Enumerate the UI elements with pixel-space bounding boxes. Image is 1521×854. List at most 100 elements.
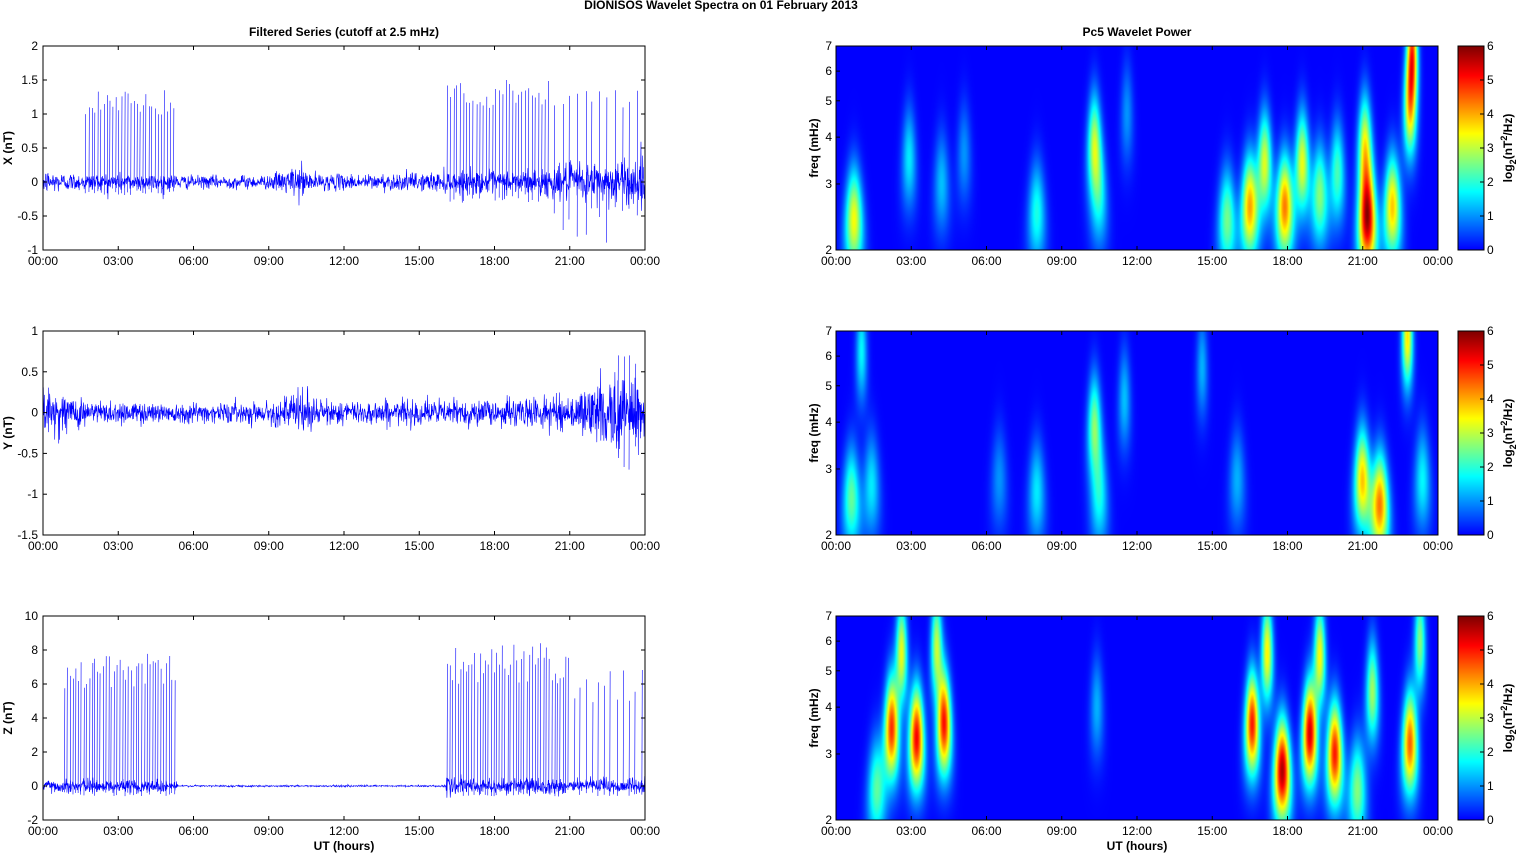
y-tick-label: 0 xyxy=(31,779,38,793)
x-tick-label: 06:00 xyxy=(971,254,1001,268)
colorbar-tick-label: 2 xyxy=(1487,175,1494,189)
x-tick-label: 00:00 xyxy=(28,824,58,838)
y-tick-label: 6 xyxy=(31,677,38,691)
y-tick-label: 3 xyxy=(825,177,832,191)
y-tick-label: 0.5 xyxy=(21,141,38,155)
x-tick-label: 00:00 xyxy=(1423,824,1453,838)
x-tick-label: 18:00 xyxy=(1272,539,1302,553)
x-tick-label: 18:00 xyxy=(479,824,509,838)
colorbar-tick-label: 0 xyxy=(1487,243,1494,257)
spectrogram-image xyxy=(836,331,1438,535)
colorbar-tick-label: 1 xyxy=(1487,779,1494,793)
y-tick-label: 4 xyxy=(31,711,38,725)
x-tick-label: 06:00 xyxy=(178,539,208,553)
wavelet-power-z: 2 3 4 5 6 7 00:00 03:00 06:00 09:00 12:00 15:00 18:0… xyxy=(807,609,1518,853)
y-tick-label: 4 xyxy=(825,700,832,714)
colorbar-tick-label: 6 xyxy=(1487,609,1494,623)
colorbar-tick-label: 3 xyxy=(1487,711,1494,725)
y-tick-label: 1 xyxy=(31,324,38,338)
series-line xyxy=(42,774,646,798)
x-tick-label: 00:00 xyxy=(1423,254,1453,268)
y-tick-label: 5 xyxy=(825,94,832,108)
y-tick-label: 6 xyxy=(825,64,832,78)
figure-suptitle: DIONISOS Wavelet Spectra on 01 February … xyxy=(584,0,858,12)
y-axis-label: freq (mHz) xyxy=(807,688,821,747)
colorbar-tick-label: 5 xyxy=(1487,358,1494,372)
colorbar-tick-label: 4 xyxy=(1487,392,1494,406)
colorbar-gradient xyxy=(1458,46,1484,250)
colorbar-tick-label: 6 xyxy=(1487,324,1494,338)
y-axis-label: freq (mHz) xyxy=(807,403,821,462)
x-tick-label: 00:00 xyxy=(630,254,660,268)
x-tick-label: 12:00 xyxy=(1122,254,1152,268)
y-tick-label: 0.5 xyxy=(21,365,38,379)
y-tick-label: 6 xyxy=(825,634,832,648)
y-tick-label: 2 xyxy=(825,243,832,257)
colorbar: 0 1 2 3 4 5 6 log2(nT2/Hz) xyxy=(1457,609,1518,827)
y-tick-label: 4 xyxy=(825,130,832,144)
x-tick-label: 18:00 xyxy=(1272,254,1302,268)
x-tick-label: 06:00 xyxy=(971,824,1001,838)
time-series-y: -1.5 -1 -0.5 0 0.5 1 00:00 03:00 06:00 09:00 12:00… xyxy=(1,324,660,553)
left-column-title: Filtered Series (cutoff at 2.5 mHz) xyxy=(249,25,439,39)
spectrogram-image xyxy=(836,46,1438,250)
colorbar-label: log2(nT2/Hz) xyxy=(1499,114,1518,183)
colorbar-tick-label: 5 xyxy=(1487,73,1494,87)
x-tick-label: 09:00 xyxy=(254,824,284,838)
colorbar-tick-label: 3 xyxy=(1487,426,1494,440)
colorbar-gradient xyxy=(1458,616,1484,820)
y-tick-label: -1 xyxy=(27,487,38,501)
colorbar-tick-label: 0 xyxy=(1487,528,1494,542)
y-tick-label: 7 xyxy=(825,39,832,53)
x-tick-label: 00:00 xyxy=(28,254,58,268)
y-axis-label: Y (nT) xyxy=(1,416,15,450)
x-tick-label: 12:00 xyxy=(329,254,359,268)
x-tick-label: 09:00 xyxy=(1047,254,1077,268)
y-tick-label: 10 xyxy=(25,609,39,623)
y-tick-label: 2 xyxy=(31,39,38,53)
colorbar: 0 1 2 3 4 5 6 log2(nT2/Hz) xyxy=(1457,39,1518,257)
y-axis-label: X (nT) xyxy=(1,131,15,165)
colorbar-tick-label: 2 xyxy=(1487,745,1494,759)
x-tick-label: 21:00 xyxy=(555,824,585,838)
x-tick-label: 15:00 xyxy=(404,824,434,838)
y-axis-label: Z (nT) xyxy=(1,701,15,734)
x-tick-label: 21:00 xyxy=(1348,539,1378,553)
y-tick-label: 0 xyxy=(31,406,38,420)
x-tick-label: 21:00 xyxy=(1348,824,1378,838)
x-tick-label: 03:00 xyxy=(896,254,926,268)
x-tick-label: 00:00 xyxy=(630,539,660,553)
y-tick-label: -1.5 xyxy=(17,528,38,542)
x-tick-label: 12:00 xyxy=(1122,539,1152,553)
colorbar-gradient xyxy=(1458,331,1484,535)
y-axis-label: freq (mHz) xyxy=(807,118,821,177)
y-tick-label: 5 xyxy=(825,664,832,678)
colorbar-label: log2(nT2/Hz) xyxy=(1499,684,1518,753)
y-tick-label: 7 xyxy=(825,324,832,338)
x-tick-label: 06:00 xyxy=(178,254,208,268)
x-tick-label: 06:00 xyxy=(971,539,1001,553)
y-tick-label: 2 xyxy=(825,528,832,542)
y-tick-label: 1 xyxy=(31,107,38,121)
colorbar-tick-label: 5 xyxy=(1487,643,1494,657)
time-series-z: -2 0 2 4 6 8 10 00:00 03:00 06:00 09:00 12:00 15:00 1… xyxy=(1,609,660,853)
y-tick-label: -1 xyxy=(27,243,38,257)
colorbar-tick-label: 0 xyxy=(1487,813,1494,827)
colorbar-tick-label: 4 xyxy=(1487,107,1494,121)
series-line xyxy=(42,368,646,458)
colorbar-tick-label: 1 xyxy=(1487,494,1494,508)
wavelet-power-y: 2 3 4 5 6 7 00:00 03:00 06:00 09:00 12:00 15:00 18:0… xyxy=(807,324,1518,553)
series-spikes xyxy=(64,643,643,797)
x-tick-label: 15:00 xyxy=(404,539,434,553)
x-tick-label: 15:00 xyxy=(1197,539,1227,553)
y-tick-label: -0.5 xyxy=(17,209,38,223)
x-tick-label: 00:00 xyxy=(821,539,851,553)
x-tick-label: 12:00 xyxy=(329,824,359,838)
colorbar-label: log2(nT2/Hz) xyxy=(1499,399,1518,468)
y-tick-label: 2 xyxy=(31,745,38,759)
x-tick-label: 03:00 xyxy=(103,254,133,268)
plot-area xyxy=(43,331,645,535)
right-column-title: Pc5 Wavelet Power xyxy=(1083,25,1192,39)
